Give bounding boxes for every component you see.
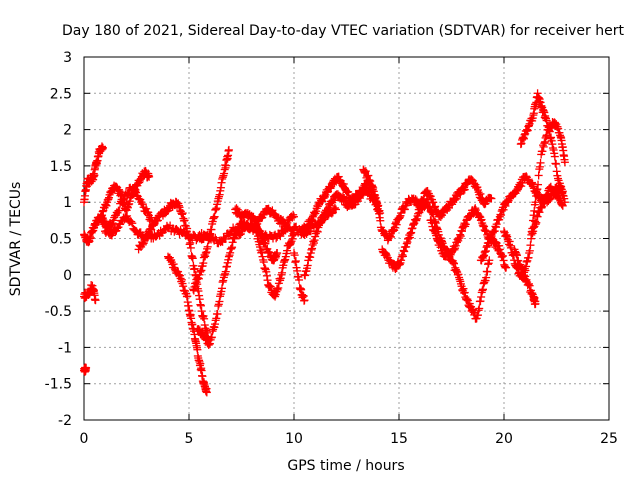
- data-point: [138, 240, 147, 249]
- x-tick-label: 10: [285, 431, 303, 447]
- data-point: [191, 282, 200, 291]
- data-point: [213, 310, 222, 319]
- data-point: [115, 206, 124, 215]
- data-point: [289, 210, 298, 219]
- data-point: [290, 212, 298, 221]
- y-tick-label: 1.5: [50, 159, 72, 175]
- data-point: [233, 225, 242, 234]
- y-axis-label: SDTVAR / TECUs: [8, 182, 24, 297]
- data-point: [545, 127, 554, 136]
- data-point: [376, 216, 385, 225]
- y-tick-label: 0.5: [50, 232, 72, 248]
- series-sat-h: [164, 252, 211, 397]
- series-sat-i: [189, 145, 233, 295]
- x-tick-label: 5: [185, 431, 194, 447]
- x-tick-label: 25: [600, 431, 618, 447]
- data-point: [145, 172, 154, 181]
- series-sat-s: [426, 204, 511, 272]
- series-sat-p: [290, 249, 309, 305]
- data-point: [290, 251, 299, 260]
- series-sat-u: [500, 118, 569, 283]
- y-tick-label: -1.5: [45, 377, 72, 393]
- data-point: [202, 388, 211, 397]
- data-point: [290, 230, 298, 239]
- data-point: [275, 230, 284, 239]
- y-tick-label: -0.5: [45, 304, 72, 320]
- data-point: [147, 225, 156, 234]
- data-point: [128, 219, 137, 228]
- data-point: [534, 180, 543, 189]
- data-point: [300, 296, 309, 305]
- data-point: [140, 236, 149, 245]
- data-point: [552, 160, 561, 169]
- y-axis-ticks: -2 -1.5 -1 -0.5 0 0.5 1 1.5 2 2.5 3: [45, 50, 609, 429]
- data-point: [183, 224, 192, 233]
- data-point: [224, 145, 233, 154]
- data-point: [186, 243, 195, 252]
- y-tick-label: 1: [63, 195, 72, 211]
- data-point: [102, 226, 111, 235]
- data-point: [210, 212, 219, 221]
- data-point: [487, 194, 496, 203]
- series-sat-l: [231, 204, 282, 265]
- series-sat-w: [510, 245, 540, 309]
- x-tick-label: 0: [80, 431, 89, 447]
- data-point: [361, 167, 370, 176]
- data-point: [143, 231, 152, 240]
- data-point: [234, 224, 243, 233]
- y-tick-label: -2: [58, 413, 72, 429]
- data-point: [273, 249, 282, 258]
- x-axis-ticks: 0 5 10 15 20 25: [80, 57, 618, 447]
- x-tick-label: 20: [495, 431, 513, 447]
- series-sat-d: [80, 363, 91, 376]
- data-point: [98, 143, 107, 152]
- y-tick-label: 2.5: [50, 86, 72, 102]
- data-point: [332, 205, 340, 214]
- data-point: [127, 217, 136, 226]
- data-point: [153, 216, 162, 225]
- series-sat-m: [252, 226, 298, 301]
- data-point: [242, 220, 251, 229]
- chart-title: Day 180 of 2021, Sidereal Day-to-day VTE…: [62, 23, 624, 39]
- data-point: [276, 232, 285, 241]
- data-point: [82, 363, 91, 372]
- data-point: [483, 267, 492, 276]
- data-point: [91, 296, 100, 305]
- data-point: [531, 299, 540, 308]
- x-axis-label: GPS time / hours: [287, 458, 404, 474]
- data-point: [502, 263, 511, 272]
- series-sat-g: [134, 197, 212, 341]
- data-point: [188, 254, 197, 263]
- data-point: [560, 158, 569, 167]
- series-sat-v: [516, 89, 569, 207]
- series-sat-q: [359, 165, 496, 245]
- data-point: [143, 230, 151, 239]
- data-point: [475, 304, 484, 313]
- y-tick-label: 0: [63, 268, 72, 284]
- data-point: [536, 158, 545, 167]
- x-tick-label: 15: [390, 431, 408, 447]
- data-point: [148, 222, 157, 231]
- data-point: [550, 152, 559, 161]
- data-point: [485, 256, 494, 265]
- data-point: [119, 195, 128, 204]
- data-point: [149, 221, 158, 230]
- y-tick-label: 2: [63, 123, 72, 139]
- series-sat-e: [96, 167, 154, 221]
- y-tick-label: -1: [58, 340, 72, 356]
- data-point: [558, 201, 567, 210]
- series-sat-c: [80, 281, 100, 305]
- series-sat-x: [527, 182, 567, 239]
- data-point: [252, 226, 261, 235]
- data-point: [131, 187, 140, 196]
- y-tick-label: 3: [63, 50, 72, 66]
- series-sat-a: [80, 142, 107, 207]
- data-points: [80, 89, 569, 397]
- data-point: [295, 275, 304, 284]
- data-point: [538, 202, 547, 211]
